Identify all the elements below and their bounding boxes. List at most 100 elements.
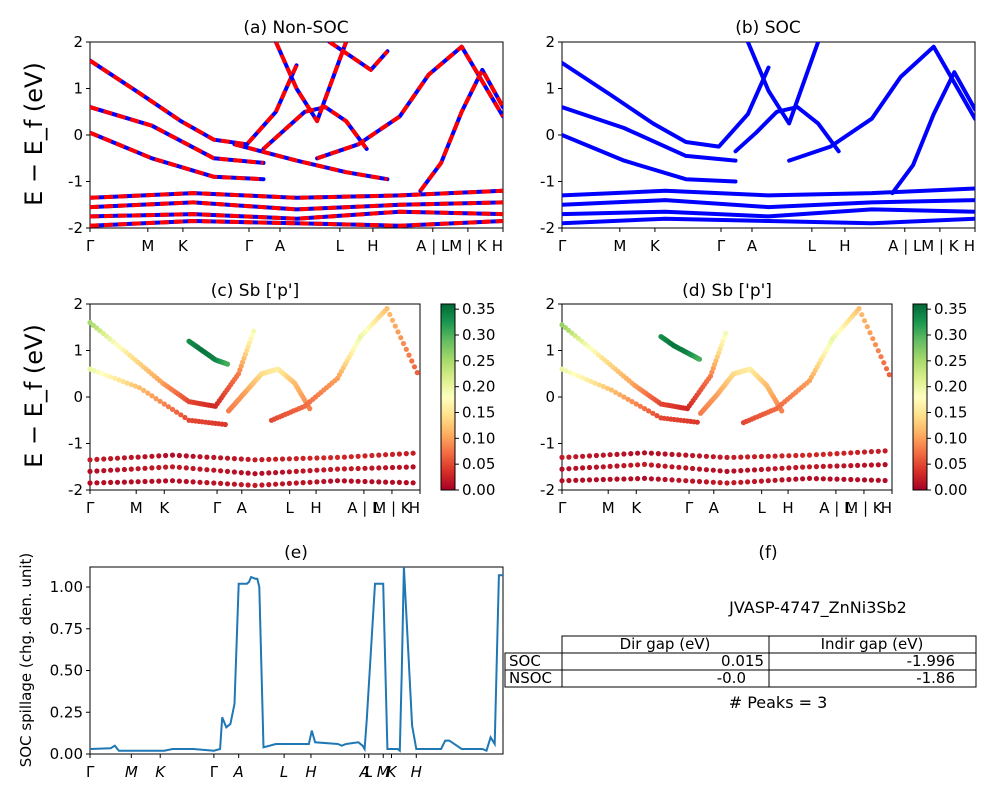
projection-point <box>128 382 134 388</box>
band-line <box>562 133 738 184</box>
x-tick-label: M <box>125 763 138 781</box>
projection-point <box>841 476 847 482</box>
projection-point <box>156 464 162 471</box>
projection-point <box>868 462 875 468</box>
projection-point <box>300 480 306 486</box>
panel-c-colorbar-ticks: 0.00 0.05 0.10 0.15 0.20 0.25 0.30 0.35 <box>455 300 495 499</box>
projection-point <box>348 454 354 460</box>
projection-point <box>856 306 862 312</box>
projection-point <box>834 476 840 482</box>
projection-point <box>149 393 155 399</box>
panel-d-colorbar <box>912 303 928 491</box>
projection-point <box>398 335 404 341</box>
projection-point <box>683 478 689 484</box>
projection-point <box>145 390 151 396</box>
x-tick-label: M | K <box>845 499 884 517</box>
projection-point <box>396 451 402 457</box>
projection-point <box>403 451 409 457</box>
x-tick-label: Γ <box>86 499 95 517</box>
projection-point <box>87 366 93 372</box>
panel-d-y-ticks: -2 -1 0 1 2 <box>540 295 562 499</box>
projection-point <box>389 464 396 471</box>
projection-point <box>861 318 868 324</box>
projection-point <box>848 476 854 483</box>
projection-point <box>614 476 620 482</box>
y-tick-label: 2 <box>545 295 555 313</box>
projection-point <box>724 454 730 460</box>
band-line-nsoc-overlay <box>90 219 503 228</box>
colorbar-tick-label: 0.20 <box>934 378 967 396</box>
projection-point <box>751 478 758 485</box>
projection-point <box>169 406 176 412</box>
projection-point <box>406 352 412 358</box>
panel-e-x-ticks: Γ M K Γ A L H AL MK H <box>86 754 422 781</box>
band-line-nsoc-overlay <box>90 130 264 182</box>
panel-a-title: (a) Non-SOC <box>243 18 348 38</box>
projection-point <box>690 452 696 459</box>
band-line <box>562 207 975 219</box>
projection-point <box>648 450 655 456</box>
projection-point <box>724 468 730 474</box>
gap-table-row-nsoc-indir-cell <box>768 669 977 688</box>
projection-point <box>690 478 696 484</box>
projection-point <box>614 451 620 457</box>
band-line <box>562 60 771 149</box>
projection-point <box>245 482 251 488</box>
projection-point <box>237 367 243 373</box>
panel-e-title: (e) <box>284 543 308 563</box>
projection-point <box>293 468 299 474</box>
projection-point <box>571 371 578 377</box>
projection-point <box>334 454 341 460</box>
projection-point <box>235 371 242 377</box>
projection-point <box>238 456 244 462</box>
projection-point <box>676 464 682 470</box>
projection-point <box>266 456 272 462</box>
y-tick-label: 1 <box>73 80 83 98</box>
projection-point <box>141 387 147 393</box>
projection-point <box>713 358 719 364</box>
projection-point <box>94 480 100 486</box>
y-tick-label: 0 <box>545 126 555 144</box>
projection-point <box>410 480 416 486</box>
projection-point <box>156 478 162 484</box>
x-tick-label: Γ <box>717 237 726 255</box>
projection-point <box>259 457 265 463</box>
x-tick-label: H <box>305 763 316 781</box>
projection-point <box>635 476 641 482</box>
projection-point <box>169 452 176 458</box>
projection-point <box>387 311 393 318</box>
x-tick-label: L <box>285 499 294 517</box>
projection-point <box>383 452 389 458</box>
x-tick-label: A | L <box>819 499 853 517</box>
projection-point <box>870 336 876 342</box>
band-line-nsoc-overlay <box>90 105 264 165</box>
projection-point <box>786 453 792 459</box>
projection-point <box>655 476 661 482</box>
projection-point <box>135 479 141 485</box>
projection-point <box>600 464 606 470</box>
projection-point <box>244 347 250 354</box>
panel-b-title: (b) SOC <box>735 18 801 38</box>
projection-point <box>662 476 668 483</box>
projection-point <box>400 340 407 347</box>
band-line <box>745 42 821 126</box>
projection-point <box>600 476 606 483</box>
gap-table-row-nsoc-dir: -0.0 <box>717 669 746 687</box>
projection-point <box>136 385 143 391</box>
panel-b-y-ticks: -2 -1 0 1 2 <box>540 33 562 237</box>
projection-point <box>252 457 258 463</box>
projection-point <box>204 467 210 473</box>
projection-point <box>392 323 398 329</box>
projection-point <box>197 454 203 460</box>
projection-point <box>566 454 572 460</box>
projection-point <box>103 372 110 378</box>
projection-point <box>868 477 875 483</box>
projection-point <box>362 478 368 485</box>
gap-table-row-soc-dir: 0.015 <box>721 652 764 670</box>
projection-point <box>157 398 163 404</box>
y-tick-label: -2 <box>540 219 555 237</box>
projection-point <box>637 403 644 409</box>
